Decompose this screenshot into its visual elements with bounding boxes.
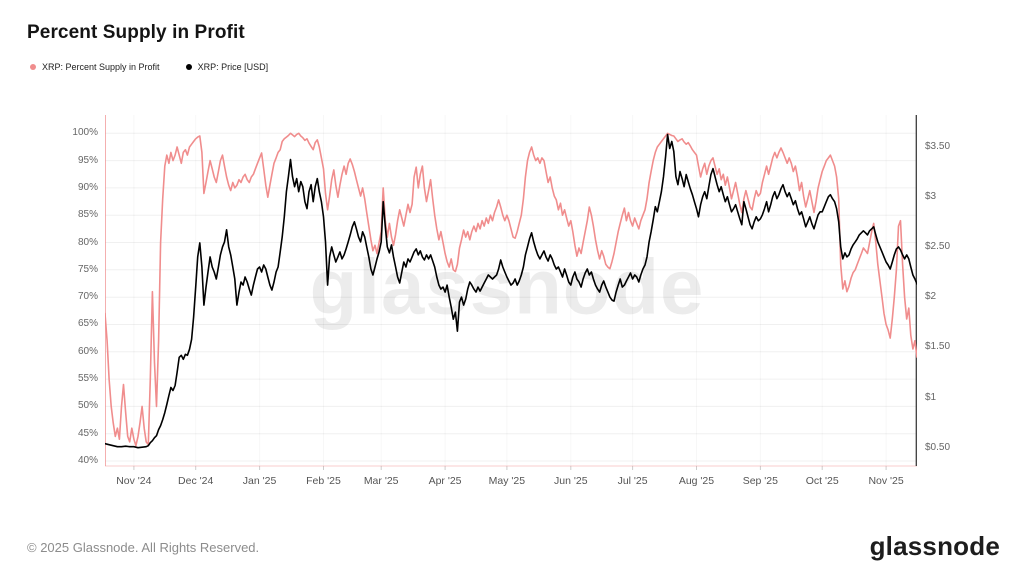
y-axis-label-percent: 90%: [77, 181, 98, 193]
glassnode-logo: glassnode: [869, 531, 1000, 561]
page-title: Percent Supply in Profit: [27, 22, 245, 43]
y-axis-label-percent: 55%: [77, 373, 98, 385]
x-axis-label-month: May '25: [488, 475, 526, 487]
x-axis-label-month: Sep '25: [742, 475, 778, 487]
y-axis-label-percent: 65%: [77, 318, 98, 330]
y-axis-label-percent: 85%: [77, 209, 98, 221]
x-axis-label-month: Dec '24: [178, 475, 214, 487]
series-percent-supply-in-profit: [105, 132, 917, 447]
x-axis-label-month: Feb '25: [306, 475, 341, 487]
y-axis-label-price: $2.50: [925, 240, 951, 252]
y-axis-label-price: $3: [925, 190, 937, 202]
y-axis-label-percent: 45%: [77, 427, 98, 439]
y-axis-label-percent: 40%: [77, 455, 98, 466]
y-axis-label-price: $3.50: [925, 140, 951, 152]
x-axis-label-month: Aug '25: [678, 475, 715, 487]
y-axis-label-percent: 95%: [77, 154, 98, 166]
legend-item-price-usd[interactable]: XRP: Price [USD]: [185, 62, 269, 72]
y-axis-label-percent: 70%: [77, 291, 98, 303]
y-axis-label-percent: 100%: [72, 127, 98, 139]
y-axis-label-percent: 50%: [77, 400, 98, 412]
legend-label: XRP: Price [USD]: [197, 62, 269, 72]
series-price-usd: [105, 133, 917, 449]
x-axis-label-month: Jul '25: [617, 475, 648, 487]
y-axis-label-percent: 80%: [77, 236, 98, 248]
y-axis-label-percent: 60%: [77, 345, 98, 357]
x-axis-label-month: Mar '25: [363, 475, 399, 487]
x-axis-label-month: Oct '25: [805, 475, 839, 487]
legend-item-percent-supply-in-profit[interactable]: XRP: Percent Supply in Profit: [30, 62, 160, 72]
y-axis-label-price: $1.50: [925, 341, 951, 353]
copyright-text: © 2025 Glassnode. All Rights Reserved.: [27, 540, 260, 555]
y-axis-label-price: $1: [925, 391, 937, 403]
y-axis-label-price: $2: [925, 291, 937, 303]
x-axis-label-month: Nov '25: [868, 475, 904, 487]
x-axis-label-month: Jun '25: [554, 475, 588, 487]
y-axis-label-price: $0.50: [925, 441, 951, 453]
x-axis-label-month: Apr '25: [428, 475, 462, 487]
chart-plot-area[interactable]: glassnode: [105, 115, 917, 471]
y-axis-label-percent: 75%: [77, 263, 98, 275]
x-axis-label-month: Jan '25: [242, 475, 277, 487]
legend-dot-pink-icon: [30, 64, 36, 70]
legend-label: XRP: Percent Supply in Profit: [42, 62, 160, 72]
chart-legend: XRP: Percent Supply in Profit XRP: Price…: [30, 62, 268, 72]
chart-svg: [105, 115, 917, 470]
x-axis-label-month: Nov '24: [116, 475, 152, 487]
legend-dot-black-icon: [185, 64, 192, 70]
